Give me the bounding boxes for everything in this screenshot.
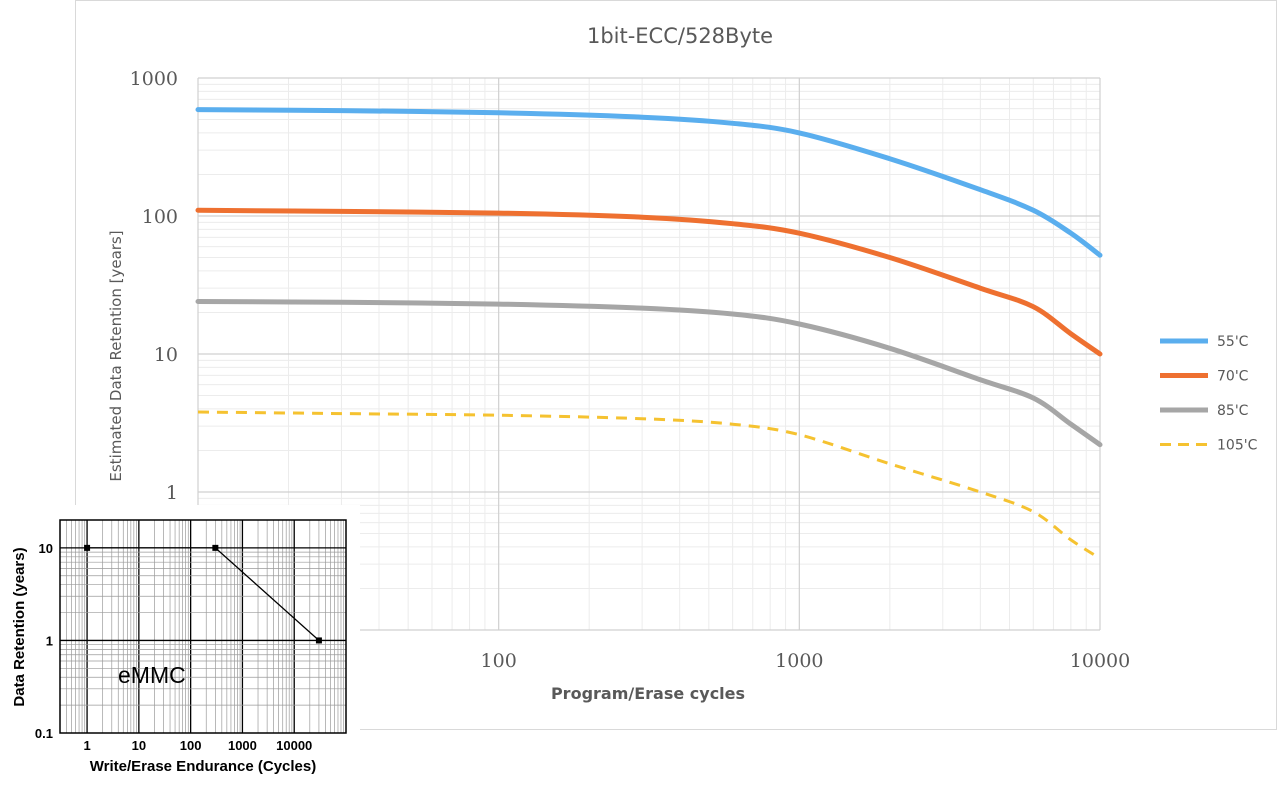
inset-x-tick-label: 10000	[276, 738, 312, 753]
y-tick-label: 100	[142, 206, 178, 228]
legend: 55'C 70'C 85'C 105'C	[1160, 334, 1258, 454]
inset-y-tick-label: 0.1	[35, 726, 53, 741]
emmc-inset-chart: eMMC 10 1 0.1 1 10 100 1000 10000 Write/Erase End…	[0, 505, 360, 785]
y-tick-label: 1000	[130, 68, 178, 90]
series-line-0	[195, 107, 1103, 258]
inset-data-point	[84, 544, 91, 551]
main-series-group	[195, 107, 1103, 560]
chart-title: 1bit-ECC/528Byte	[587, 24, 773, 48]
series-line-1	[195, 207, 1103, 357]
legend-label-0: 55'C	[1217, 334, 1249, 350]
y-tick-label: 1	[166, 482, 178, 504]
y-tick-label: 10	[154, 344, 178, 366]
x-axis-label: Program/Erase cycles	[551, 684, 745, 703]
inset-x-tick-label: 1	[83, 738, 90, 753]
inset-labels: eMMC 10 1 0.1 1 10 100 1000 10000 Write/Erase End…	[11, 541, 316, 775]
series-line-2	[195, 299, 1103, 448]
inset-y-tick-label: 1	[46, 633, 53, 648]
main-labels: 1bit-ECC/528Byte 1000 100 10 1 100 1000 10000 Pr…	[107, 24, 1130, 703]
inset-grid	[59, 519, 347, 734]
inset-y-tick-label: 10	[39, 541, 53, 556]
y-axis-label: Estimated Data Retention [years]	[107, 230, 125, 481]
x-tick-label: 10000	[1070, 650, 1130, 672]
x-tick-label: 100	[481, 650, 517, 672]
inset-x-tick-label: 1000	[228, 738, 257, 753]
inset-y-axis-label: Data Retention (years)	[11, 547, 28, 706]
legend-label-1: 70'C	[1217, 369, 1249, 385]
inset-x-tick-label: 100	[180, 738, 202, 753]
inset-x-axis-label: Write/Erase Endurance (Cycles)	[90, 758, 316, 775]
inset-plot-border	[59, 519, 347, 734]
inset-data-point	[212, 544, 219, 551]
inset-series-group	[84, 544, 322, 644]
inset-data-point	[315, 637, 322, 644]
inset-x-tick-label: 10	[132, 738, 146, 753]
inset-annotation: eMMC	[118, 662, 186, 688]
legend-label-2: 85'C	[1217, 403, 1249, 419]
legend-label-3: 105'C	[1217, 438, 1258, 454]
x-tick-label: 1000	[775, 650, 823, 672]
